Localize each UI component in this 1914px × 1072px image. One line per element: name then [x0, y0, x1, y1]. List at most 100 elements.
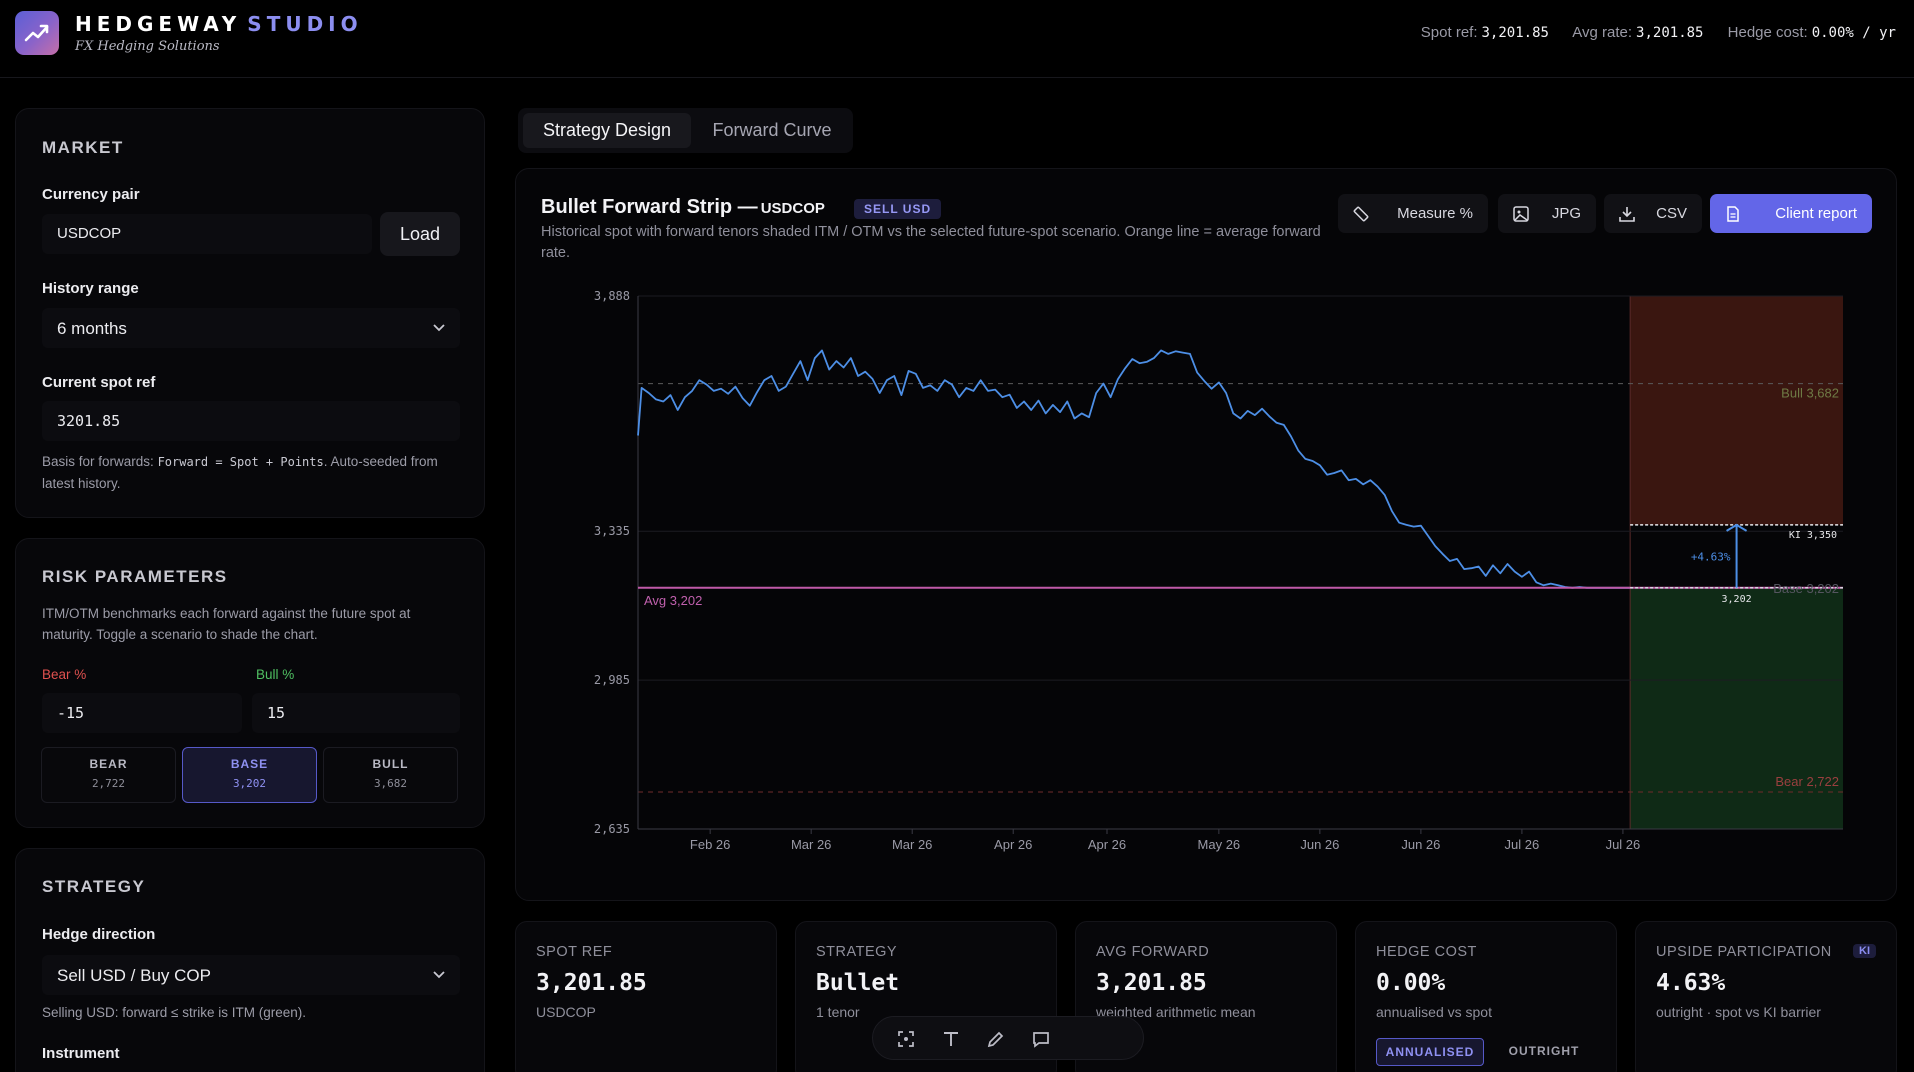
x-tick-label: Jul 26	[1606, 837, 1641, 852]
y-tick-label: 2,985	[594, 673, 630, 687]
currency-pair-input[interactable]: USDCOP	[42, 214, 372, 254]
app-header: HEDGEWAY STUDIO FX Hedging Solutions Spot…	[0, 0, 1914, 78]
currency-pair-label: Currency pair	[42, 186, 140, 203]
hedge-direction-value: Sell USD / Buy COP	[57, 966, 211, 985]
download-icon	[1619, 207, 1635, 222]
strategy-title: STRATEGY	[42, 877, 146, 896]
risk-title: RISK PARAMETERS	[42, 567, 228, 586]
export-csv-button[interactable]: CSV	[1604, 194, 1702, 233]
tab-strategy-design[interactable]: Strategy Design	[523, 113, 691, 148]
ki-barrier-label: KI 3,350	[1789, 530, 1837, 541]
bull-pct-label: Bull %	[256, 667, 295, 682]
measure-end-label: 3,202	[1722, 594, 1752, 605]
avg-forward-label: Avg 3,202	[644, 593, 702, 608]
spot-ref-value: 3,201.85	[1481, 25, 1549, 41]
history-range-label: History range	[42, 280, 139, 297]
x-tick-label: Mar 26	[791, 837, 831, 852]
client-report-button[interactable]: Client report	[1710, 194, 1872, 233]
spot-ref-label: Spot ref:	[1420, 24, 1478, 41]
forward-strip-chart: 3,888 3,335 2,985 2,635 Bull 3,682 Bear 2,722…	[594, 289, 1843, 852]
annotation-toolbar	[872, 1016, 1144, 1060]
spot-ref-input-label: Current spot ref	[42, 374, 156, 391]
scenario-bear-name: BEAR	[89, 757, 128, 771]
scenario-bear-button[interactable]: BEAR 2,722	[41, 747, 176, 803]
export-jpg-button[interactable]: JPG	[1498, 194, 1596, 233]
view-tabs: Strategy Design Forward Curve	[518, 108, 853, 153]
strategy-panel: STRATEGY Hedge direction Sell USD / Buy …	[15, 848, 485, 1072]
spot-hint: Basis for forwards: Forward = Spot + Poi…	[42, 454, 438, 491]
sell-usd-badge: SELL USD	[854, 199, 942, 219]
x-tick-label: Apr 26	[1088, 837, 1126, 852]
market-panel: MARKET Currency pair USDCOP Load History…	[15, 108, 485, 518]
x-tick-label: Jun 26	[1401, 837, 1440, 852]
load-button[interactable]: Load	[380, 212, 460, 256]
stat-label: AVG FORWARD	[1096, 944, 1210, 960]
stat-value: 4.63%	[1656, 970, 1726, 996]
brand-tagline: FX Hedging Solutions	[75, 39, 220, 54]
itm-zone	[1630, 587, 1843, 829]
ki-badge: KI	[1853, 944, 1876, 958]
app-logo	[15, 11, 59, 55]
stat-sub: outright · spot vs KI barrier	[1656, 1004, 1821, 1020]
stat-label: UPSIDE PARTICIPATION	[1656, 944, 1832, 960]
spot-ref-input[interactable]: 3201.85	[42, 401, 460, 441]
scenario-base-button[interactable]: BASE 3,202	[182, 747, 317, 803]
hedge-cost-value: 0.00% / yr	[1811, 25, 1896, 41]
stat-sub: weighted arithmetic mean	[1096, 1004, 1256, 1020]
hedge-cost-label: Hedge cost:	[1727, 24, 1808, 41]
bull-pct-input[interactable]: 15	[252, 693, 460, 733]
measure-arrow-head	[1726, 523, 1748, 532]
instrument-label: Instrument	[42, 1045, 120, 1062]
bear-scenario-label: Bear 2,722	[1775, 774, 1839, 789]
chart-subtitle: Historical spot with forward tenors shad…	[541, 224, 1321, 261]
measure-percent-label: +4.63%	[1691, 550, 1731, 563]
stat-label: STRATEGY	[816, 944, 898, 960]
scenario-bull-name: BULL	[372, 757, 409, 771]
outright-toggle[interactable]: OUTRIGHT	[1508, 1044, 1580, 1058]
stat-sub: annualised vs spot	[1376, 1004, 1492, 1020]
y-tick-label: 2,635	[594, 822, 630, 836]
comment-icon[interactable]	[1030, 1028, 1052, 1050]
hedge-direction-select[interactable]: Sell USD / Buy COP	[42, 955, 460, 995]
stat-value: 0.00%	[1376, 970, 1446, 996]
bear-pct-input[interactable]: -15	[42, 693, 242, 733]
scenario-bull-value: 3,682	[373, 777, 408, 790]
select-region-icon[interactable]	[895, 1028, 917, 1050]
chart-title: Bullet Forward Strip — USDCOP	[541, 196, 825, 218]
brand-name: HEDGEWAY STUDIO	[75, 12, 363, 36]
stat-card-hedge-cost: HEDGE COST 0.00% annualised vs spot ANNU…	[1355, 921, 1617, 1072]
stat-card-spot-ref: SPOT REF 3,201.85 USDCOP	[515, 921, 777, 1072]
base-scenario-label: Base 3,202	[1773, 581, 1839, 596]
x-tick-label: Jun 26	[1300, 837, 1339, 852]
market-title: MARKET	[42, 138, 124, 157]
x-tick-label: Apr 26	[994, 837, 1032, 852]
text-tool-icon[interactable]	[940, 1028, 962, 1050]
otm-zone	[1630, 296, 1843, 525]
stat-value: 3,201.85	[1096, 970, 1207, 996]
measure-button[interactable]: Measure %	[1338, 194, 1488, 233]
bull-scenario-label: Bull 3,682	[1781, 386, 1839, 401]
document-icon	[1727, 206, 1739, 222]
history-range-select[interactable]: 6 months	[42, 308, 460, 348]
scenario-bull-button[interactable]: BULL 3,682	[323, 747, 458, 803]
annualised-toggle[interactable]: ANNUALISED	[1376, 1038, 1484, 1066]
bull-pct-value: 15	[267, 704, 286, 722]
stat-label: HEDGE COST	[1376, 944, 1477, 960]
risk-hint: ITM/OTM benchmarks each forward against …	[42, 606, 411, 642]
spot-history-line	[637, 349, 1631, 589]
scenario-bear-value: 2,722	[91, 777, 126, 790]
stat-value: Bullet	[816, 970, 900, 996]
currency-pair-value: USDCOP	[57, 225, 122, 242]
stat-value: 3,201.85	[536, 970, 647, 996]
scenario-base-name: BASE	[230, 757, 269, 771]
y-tick-label: 3,335	[594, 524, 630, 538]
x-tick-label: Mar 26	[892, 837, 932, 852]
tab-forward-curve[interactable]: Forward Curve	[712, 120, 832, 140]
x-tick-label: Jul 26	[1505, 837, 1540, 852]
x-tick-label: Feb 26	[690, 837, 730, 852]
chart-card: 3,888 3,335 2,985 2,635 Bull 3,682 Bear 2,722…	[515, 168, 1897, 901]
trend-up-icon	[24, 24, 49, 42]
scenario-base-value: 3,202	[232, 777, 267, 790]
avg-rate-label: Avg rate:	[1572, 24, 1633, 41]
pencil-icon[interactable]	[985, 1028, 1007, 1050]
